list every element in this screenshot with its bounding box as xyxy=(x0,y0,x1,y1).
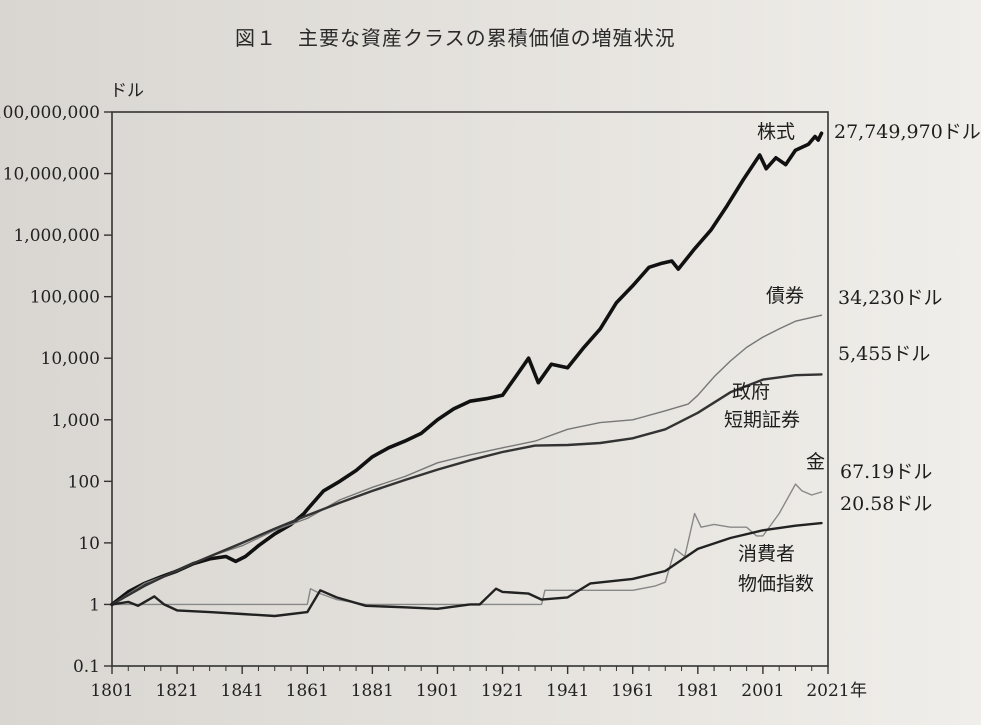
x-tick-label: 1861 xyxy=(286,681,329,701)
x-tick-label: 1961 xyxy=(611,681,654,701)
series-end-value-label: 67.19ドル xyxy=(840,461,932,483)
x-tick-label: 1881 xyxy=(351,681,394,701)
y-tick-label: 100 xyxy=(68,472,100,492)
x-tick-label: 1921 xyxy=(481,681,524,701)
y-tick-label: 10 xyxy=(78,534,100,554)
x-tick-label: 1801 xyxy=(90,681,133,701)
x-tick-label: 1841 xyxy=(221,681,264,701)
series-end-value-label: 34,230ドル xyxy=(838,287,942,309)
x-tick-label: 1821 xyxy=(155,681,198,701)
x-tick-label: 2021 xyxy=(806,681,849,701)
series-end-value-label: 5,455ドル xyxy=(838,343,930,365)
y-tick-label: 1,000,000 xyxy=(13,226,100,246)
y-tick-label: 0.1 xyxy=(73,657,100,677)
series-line-消費者物価指数 xyxy=(110,521,823,618)
y-tick-label: 1 xyxy=(89,595,100,615)
y-tick-label: 10,000,000 xyxy=(3,165,100,185)
y-tick-label: 1,000 xyxy=(51,411,100,431)
x-axis: 1801 1821 1841 1861 1881 1901 1921 1941 1961 1981… xyxy=(90,666,867,701)
x-tick-label: 1941 xyxy=(546,681,589,701)
x-tick-label: 2001 xyxy=(741,681,784,701)
x-tick-label: 1981 xyxy=(676,681,719,701)
x-tick-label: 1901 xyxy=(416,681,459,701)
y-tick-label: 100,000 xyxy=(30,288,100,308)
series-name-label: 消費者 xyxy=(738,543,795,565)
chart-title: 図１ 主要な資産クラスの累積価値の増殖状況 xyxy=(235,26,676,50)
y-tick-label: 10,000 xyxy=(41,349,100,369)
y-axis: 0.1 1 10 100 1,000 10,000 100,000 1,000,000 10,0… xyxy=(0,81,144,677)
series-name-label: 債券 xyxy=(766,285,804,307)
series-end-value-label: 20.58ドル xyxy=(840,493,932,515)
series-name-label: 物価指数 xyxy=(738,573,814,595)
series-line-政府短期証券 xyxy=(110,373,823,606)
series-name-label: 金 xyxy=(806,451,825,473)
series-line-債券 xyxy=(111,314,823,606)
series-line-株式 xyxy=(110,131,824,607)
plot-frame xyxy=(111,111,829,667)
series-line-金 xyxy=(111,483,823,606)
series-name-label: 株式 xyxy=(757,121,795,143)
plot-area xyxy=(111,111,829,667)
series-lines xyxy=(110,131,824,618)
series-name-label: 短期証券 xyxy=(724,409,800,431)
series-end-value-label: 27,749,970ドル xyxy=(834,121,981,143)
y-axis-unit-label: ドル xyxy=(110,81,144,101)
y-tick-label: 100,000,000 xyxy=(0,103,100,123)
series-name-label: 政府 xyxy=(732,381,770,403)
x-axis-unit-label: 年 xyxy=(850,681,867,701)
